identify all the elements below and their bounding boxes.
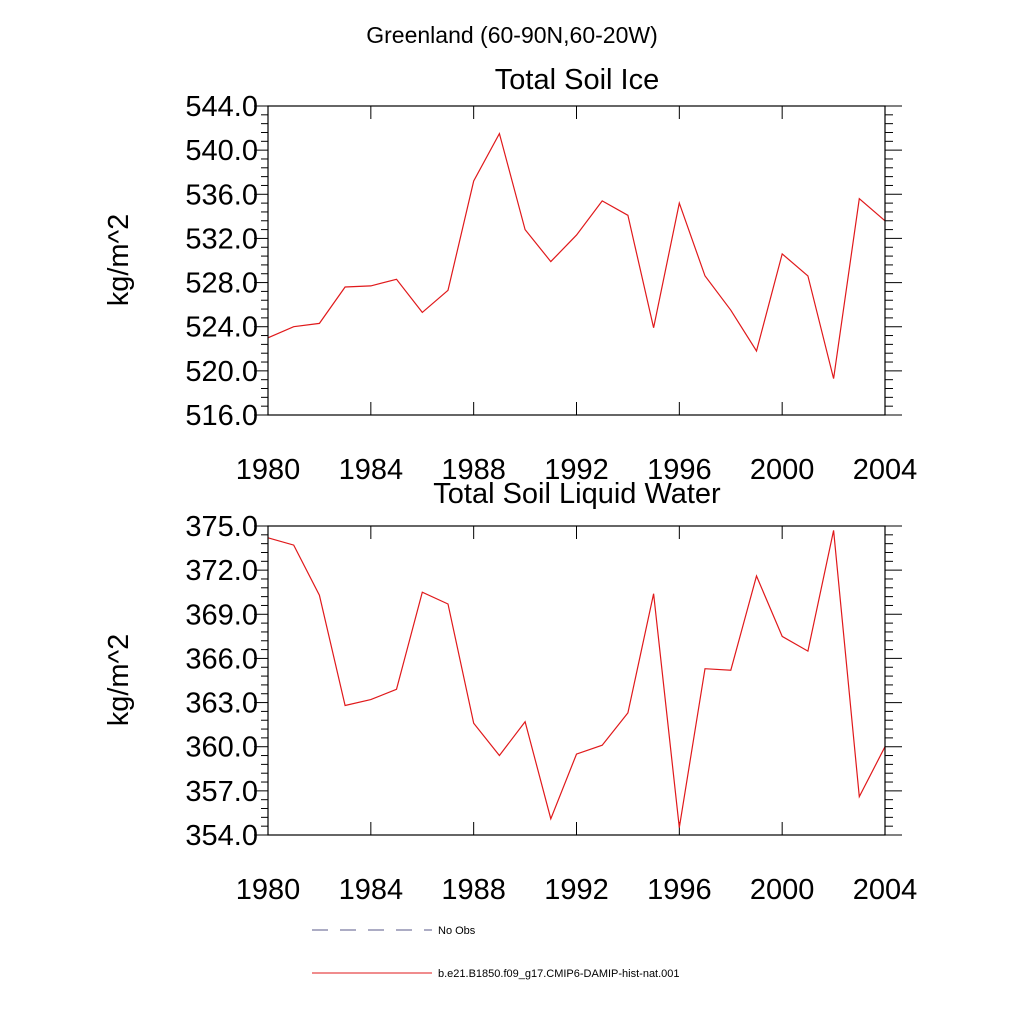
plot-frame <box>267 105 886 416</box>
chart-title: Total Soil Liquid Water <box>433 478 721 510</box>
panel-total-soil-ice: Total Soil Ice kg/m^2 1980 1984 1988 1992 19… <box>103 64 917 486</box>
y-tick-label: 544.0 <box>185 91 258 123</box>
x-tick-label: 2000 <box>750 454 815 486</box>
x-tick-label: 1980 <box>236 454 301 486</box>
x-tick-label: 1984 <box>339 874 404 906</box>
y-tick-label: 366.0 <box>185 643 258 675</box>
series-line <box>267 530 886 828</box>
tick-labels: 1980 1984 1988 1992 1996 2000 2004 354.0 357.0 36… <box>185 511 917 906</box>
region-title: Greenland (60-90N,60-20W) <box>366 22 657 48</box>
x-tick-label: 1996 <box>647 874 712 906</box>
y-axis-label: kg/m^2 <box>103 214 135 307</box>
y-tick-label: 372.0 <box>185 555 258 587</box>
y-tick-label: 516.0 <box>185 400 258 432</box>
axis-ticks <box>254 105 902 416</box>
x-tick-label: 1984 <box>339 454 404 486</box>
x-tick-label: 2000 <box>750 874 815 906</box>
y-tick-label: 532.0 <box>185 223 258 255</box>
legend-label-no-obs: No Obs <box>438 925 476 937</box>
y-tick-label: 528.0 <box>185 268 258 300</box>
y-tick-label: 524.0 <box>185 312 258 344</box>
y-tick-label: 375.0 <box>185 511 258 543</box>
x-tick-label: 2004 <box>853 454 918 486</box>
y-tick-label: 354.0 <box>185 820 258 852</box>
y-tick-label: 360.0 <box>185 732 258 764</box>
legend-label-model-run: b.e21.B1850.f09_g17.CMIP6-DAMIP-hist-nat… <box>438 968 680 980</box>
x-tick-label: 1992 <box>544 874 609 906</box>
y-tick-label: 369.0 <box>185 599 258 631</box>
x-tick-label: 1992 <box>544 454 609 486</box>
x-tick-label: 1980 <box>236 874 301 906</box>
y-axis-label: kg/m^2 <box>103 634 135 727</box>
x-tick-label: 1988 <box>441 874 506 906</box>
y-tick-label: 357.0 <box>185 776 258 808</box>
legend: No Obs b.e21.B1850.f09_g17.CMIP6-DAMIP-h… <box>312 925 680 980</box>
x-tick-label: 1988 <box>441 454 506 486</box>
chart-title: Total Soil Ice <box>495 64 659 96</box>
series-line <box>267 131 886 379</box>
x-tick-label: 2004 <box>853 874 918 906</box>
y-tick-label: 363.0 <box>185 688 258 720</box>
y-tick-label: 520.0 <box>185 356 258 388</box>
axis-ticks <box>254 525 902 836</box>
y-tick-label: 540.0 <box>185 135 258 167</box>
panel-total-soil-liquid-water: Total Soil Liquid Water kg/m^2 1980 1984 1… <box>103 478 917 906</box>
plot-frame <box>267 525 886 836</box>
x-tick-label: 1996 <box>647 454 712 486</box>
tick-labels: 1980 1984 1988 1992 1996 2000 2004 516.0 520.0 52… <box>185 91 917 486</box>
y-tick-label: 536.0 <box>185 179 258 211</box>
